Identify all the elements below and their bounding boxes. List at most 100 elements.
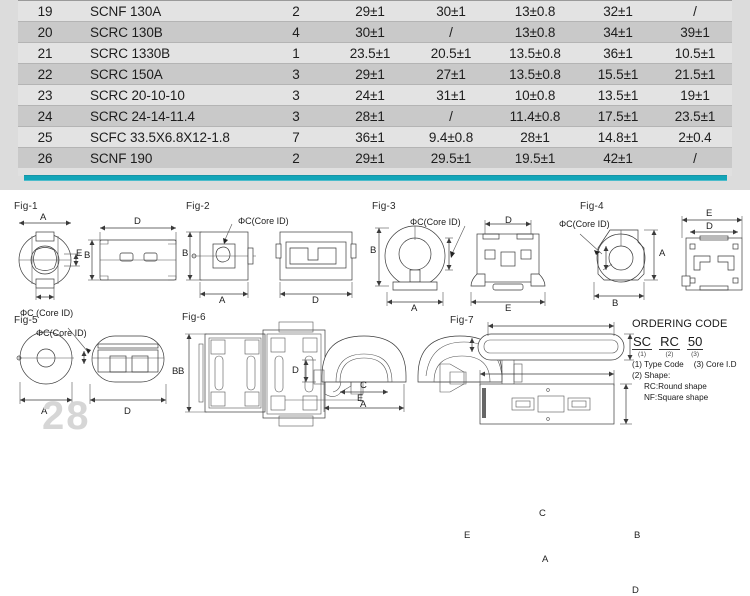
table-cell-e: 2±0.4 (678, 129, 712, 145)
table-row: 25 SCFC 33.5X6.8X12-1.8 7 36±1 9.4±0.8 28±1 14… (18, 126, 732, 148)
figure-gallery: Fig-1 (0, 190, 750, 596)
figure-2-dim-b: B (182, 248, 189, 259)
figure-1-drawing (18, 220, 177, 300)
table-cell-d: 36±1 (603, 45, 633, 61)
ordering-code-segment-3: 50 (3) (686, 334, 704, 358)
table-cell-c: 13.5±0.8 (509, 45, 561, 61)
table-cell-qty: 2 (292, 150, 300, 166)
figure-5-drawing (16, 327, 167, 404)
page-number-watermark: 28 (42, 394, 91, 438)
figure-6-dim-b: B (178, 366, 185, 377)
table-row: 22 SCRC 150A 3 29±1 27±1 13.5±0.8 15.5±1 21.5±1 (18, 63, 732, 85)
table-cell-name: SCNF 130A (90, 3, 162, 19)
table-cell-d: 17.5±1 (597, 108, 639, 124)
ordering-code-legend-rc: RC:Round shape (644, 382, 707, 391)
ordering-code-legend-core-id: (3) Core I.D (693, 360, 737, 369)
figure-4-dim-a: A (659, 248, 666, 259)
figure-3-dim-d: D (505, 215, 512, 226)
figure-4-dim-e: E (706, 208, 713, 219)
table-row: 23 SCRC 20-10-10 3 24±1 31±1 10±0.8 13.5±1 19±1 (18, 84, 732, 106)
figure-5-label: Fig-5 (14, 315, 38, 326)
table-cell-b: / (449, 24, 453, 40)
figure-2-dim-d: D (312, 295, 319, 306)
table-cell-d: 34±1 (603, 24, 633, 40)
figure-6-dim-a: A (360, 399, 367, 410)
table-cell-d: 42±1 (603, 150, 633, 166)
figure-5-core-id-label: ΦC(Core ID) (36, 328, 87, 338)
table-cell-no: 23 (37, 87, 53, 103)
table-cell-e: 21.5±1 (674, 66, 716, 82)
table-cell-name: SCFC 33.5X6.8X12-1.8 (90, 129, 230, 145)
table-cell-a: 28±1 (355, 108, 385, 124)
table-cell-no: 22 (37, 66, 53, 82)
table-cell-qty: 1 (292, 45, 300, 61)
ordering-code-segments: SC (1) RC (2) 50 (3) (632, 334, 750, 358)
figure-3-dim-a: A (411, 303, 418, 314)
specification-table-body: 19 SCNF 130A 2 29±1 30±1 13±0.8 32±1 / 20 SCRC 13… (18, 0, 732, 169)
ordering-code-legend-nf: NF:Square shape (644, 393, 709, 402)
table-cell-no: 25 (37, 129, 53, 145)
table-cell-c: 10±0.8 (514, 87, 556, 103)
specification-table: 19 SCNF 130A 2 29±1 30±1 13±0.8 32±1 / 20 SCRC 13… (18, 0, 732, 169)
figure-4-core-id-label: ΦC(Core ID) (559, 219, 610, 229)
table-cell-name: SCNF 190 (90, 150, 153, 166)
ordering-code-1-index: (1) (638, 351, 646, 358)
table-cell-a: 36±1 (355, 129, 385, 145)
table-cell-qty: 3 (292, 66, 300, 82)
table-cell-qty: 4 (292, 24, 300, 40)
table-cell-b: 31±1 (436, 87, 466, 103)
table-cell-e: 19±1 (680, 87, 710, 103)
table-cell-e: / (693, 150, 697, 166)
table-cell-c: 28±1 (520, 129, 550, 145)
figure-7-dim-c: C (539, 508, 546, 519)
figure-3-dim-b: B (370, 245, 377, 256)
table-cell-a: 29±1 (355, 150, 385, 166)
table-row: 19 SCNF 130A 2 29±1 30±1 13±0.8 32±1 / (18, 0, 732, 22)
ordering-code-2-value: RC (659, 334, 680, 350)
table-cell-no: 20 (37, 24, 53, 40)
ordering-code-title: ORDERING CODE (632, 318, 728, 330)
figure-6-arch-drawing (302, 335, 523, 418)
figure-1-core-id-label: ΦC (Core ID) (20, 308, 74, 318)
ordering-code-3-index: (3) (691, 351, 700, 358)
ordering-code-segment-1: SC (1) (632, 334, 653, 358)
table-cell-c: 19.5±1 (514, 150, 556, 166)
table-cell-b: / (449, 108, 453, 124)
table-cell-b: 20.5±1 (430, 45, 472, 61)
figure-4-dim-d: D (706, 221, 713, 232)
table-cell-a: 29±1 (355, 66, 385, 82)
table-cell-qty: 3 (292, 108, 300, 124)
figure-1-dim-d: D (134, 216, 141, 227)
table-cell-qty: 2 (292, 3, 300, 19)
table-cell-no: 19 (37, 3, 53, 19)
figure-7-dim-a: A (542, 554, 549, 565)
table-row: 24 SCRC 24-14-11.4 3 28±1 / 11.4±0.8 17.5±1 23.… (18, 105, 732, 127)
table-cell-c: 13±0.8 (514, 24, 556, 40)
table-cell-b: 27±1 (436, 66, 466, 82)
figure-6-drawing (185, 321, 364, 427)
figure-3-dim-e: E (505, 303, 512, 314)
table-cell-a: 30±1 (355, 24, 385, 40)
table-cell-no: 24 (37, 108, 53, 124)
table-row: 21 SCRC 1330B 1 23.5±1 20.5±1 13.5±0.8 36±1 10.… (18, 42, 732, 64)
specification-table-block: 19 SCNF 130A 2 29±1 30±1 13±0.8 32±1 / 20 SCRC 13… (0, 0, 750, 190)
figure-6-partial-drawing (439, 363, 467, 393)
table-cell-qty: 7 (292, 129, 300, 145)
table-row: 26 SCNF 190 2 29±1 29.5±1 19.5±1 42±1 / (18, 147, 732, 169)
figure-6-label: Fig-6 (182, 312, 206, 323)
table-cell-d: 14.8±1 (597, 129, 639, 145)
figure-4-dim-b: B (612, 298, 619, 309)
table-cell-e: 39±1 (680, 24, 710, 40)
table-cell-no: 21 (37, 45, 53, 61)
table-cell-name: SCRC 1330B (90, 45, 171, 61)
ordering-code-2-index: (2) (665, 351, 674, 358)
table-footer-spacer (18, 168, 732, 176)
figure-2-label: Fig-2 (186, 201, 210, 212)
figure-1-dim-b: B (84, 250, 91, 261)
table-cell-b: 30±1 (436, 3, 466, 19)
table-cell-b: 29.5±1 (430, 150, 472, 166)
figure-7-label: Fig-7 (450, 315, 474, 326)
table-cell-name: SCRC 20-10-10 (90, 87, 185, 103)
figure-7-drawing (469, 322, 634, 425)
table-cell-d: 13.5±1 (597, 87, 639, 103)
